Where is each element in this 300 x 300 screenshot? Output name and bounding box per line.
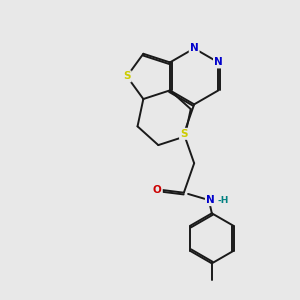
- Text: O: O: [153, 185, 162, 195]
- Text: N: N: [206, 195, 215, 205]
- Text: -H: -H: [217, 196, 229, 205]
- Text: S: S: [180, 129, 188, 139]
- Text: S: S: [123, 71, 130, 81]
- Text: N: N: [214, 57, 223, 68]
- Text: N: N: [190, 44, 199, 53]
